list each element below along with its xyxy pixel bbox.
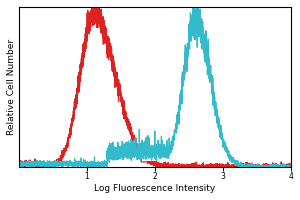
X-axis label: Log Fluorescence Intensity: Log Fluorescence Intensity <box>94 184 215 193</box>
Y-axis label: Relative Cell Number: Relative Cell Number <box>7 39 16 135</box>
